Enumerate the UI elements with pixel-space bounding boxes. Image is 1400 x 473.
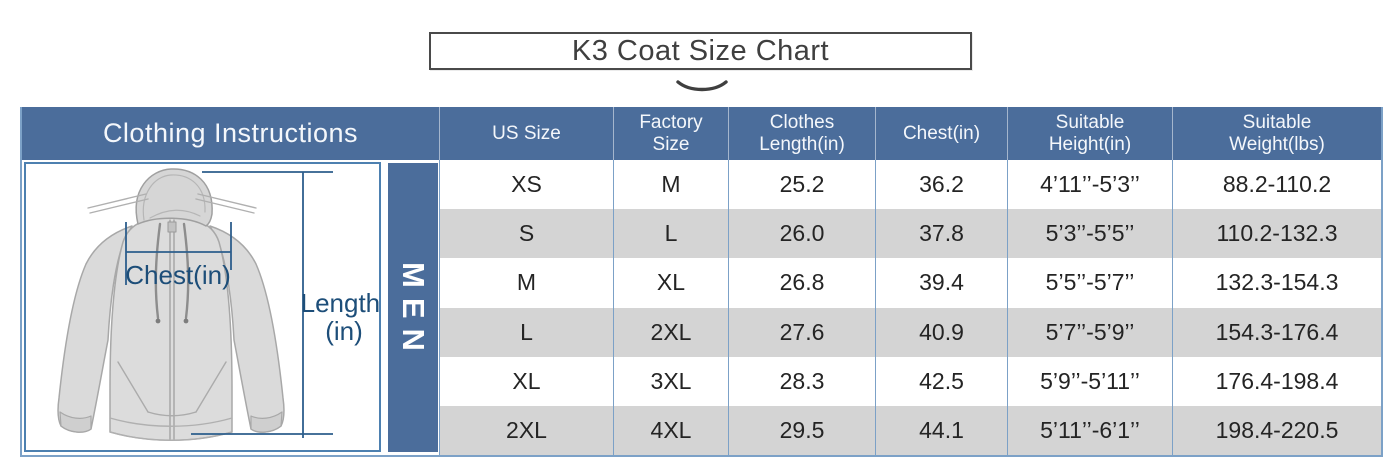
column-header: Chest(in) [875, 107, 1007, 160]
table-cell: 2XL [613, 307, 728, 357]
table-cell: 25.2 [728, 160, 875, 210]
table-cell: 5’9’’-5’11’’ [1007, 356, 1172, 406]
table-cell: M [613, 160, 728, 210]
chest-label: Chest(in) [125, 260, 230, 290]
men-label: MEN [396, 262, 431, 361]
table-cell: L [439, 307, 613, 357]
length-measure-line [191, 171, 333, 438]
column-header: Factory Size [613, 107, 728, 160]
tilde-decoration-icon [676, 80, 728, 92]
garment-illustration: Chest(in) Length (in) [24, 162, 388, 452]
column-header: Suitable Height(in) [1007, 107, 1172, 160]
column-header: Suitable Weight(lbs) [1172, 107, 1381, 160]
table-cell: 28.3 [728, 356, 875, 406]
jacket-drawing [57, 168, 285, 441]
table-cell: 5’11’’-6’1’’ [1007, 405, 1172, 456]
table-body: Chest(in) Length (in) MEN XS M 25.2 36.2 4’1… [22, 160, 1381, 456]
table-cell: 154.3-176.4 [1172, 307, 1381, 357]
length-label: Length (in) [301, 288, 388, 346]
table-row: S L 26.0 37.8 5’3’’-5’5’’ 110.2-132.3 [439, 209, 1381, 259]
table-cell: 29.5 [728, 405, 875, 456]
table-cell: 132.3-154.3 [1172, 258, 1381, 308]
chest-measure-line [125, 222, 232, 285]
table-cell: XL [613, 258, 728, 308]
table-row: XL 3XL 28.3 42.5 5’9’’-5’11’’ 176.4-198.4 [439, 356, 1381, 406]
table-cell: 5’5’’-5’7’’ [1007, 258, 1172, 308]
table-cell: XS [439, 160, 613, 210]
column-header: Clothes Length(in) [728, 107, 875, 160]
table-cell: 36.2 [875, 160, 1007, 210]
table-cell: 110.2-132.3 [1172, 209, 1381, 259]
chart-title: K3 Coat Size Chart [571, 34, 830, 67]
table-cell: 27.6 [728, 307, 875, 357]
table-row: XS M 25.2 36.2 4’11’’-5’3’’ 88.2-110.2 [439, 160, 1381, 210]
chart-title-box: K3 Coat Size Chart [429, 32, 972, 70]
table-cell: L [613, 209, 728, 259]
garment-illustration-cell: Chest(in) Length (in) MEN [22, 160, 439, 455]
column-header: US Size [439, 107, 613, 160]
table-cell: S [439, 209, 613, 259]
table-cell: 2XL [439, 405, 613, 456]
table-cell: 198.4-220.5 [1172, 405, 1381, 456]
table-cell: M [439, 258, 613, 308]
table-cell: 5’7’’-5’9’’ [1007, 307, 1172, 357]
table-cell: 44.1 [875, 405, 1007, 456]
table-row: 2XL 4XL 29.5 44.1 5’11’’-6’1’’ 198.4-220.5 [439, 405, 1381, 456]
table-cell: 39.4 [875, 258, 1007, 308]
table-cell: 4’11’’-5’3’’ [1007, 160, 1172, 210]
clothing-instructions-header: Clothing Instructions [102, 118, 359, 148]
table-cell: 42.5 [875, 356, 1007, 406]
men-strip: MEN [388, 163, 438, 452]
table-cell: 26.8 [728, 258, 875, 308]
table-cell: 176.4-198.4 [1172, 356, 1381, 406]
table-cell: 88.2-110.2 [1172, 160, 1381, 210]
table-cell: 5’3’’-5’5’’ [1007, 209, 1172, 259]
table-cell: 37.8 [875, 209, 1007, 259]
table-cell: 40.9 [875, 307, 1007, 357]
table-row: M XL 26.8 39.4 5’5’’-5’7’’ 132.3-154.3 [439, 258, 1381, 308]
table-header-row: Clothing Instructions US Size Factory Size… [22, 107, 1381, 160]
table-cell: 26.0 [728, 209, 875, 259]
size-chart-table: Clothing Instructions US Size Factory Size… [20, 107, 1383, 457]
table-row: L 2XL 27.6 40.9 5’7’’-5’9’’ 154.3-176.4 [439, 307, 1381, 357]
table-cell: 4XL [613, 405, 728, 456]
table-rows: XS M 25.2 36.2 4’11’’-5’3’’ 88.2-110.2 S L 26.0 3… [439, 160, 1381, 456]
table-cell: XL [439, 356, 613, 406]
table-cell: 3XL [613, 356, 728, 406]
